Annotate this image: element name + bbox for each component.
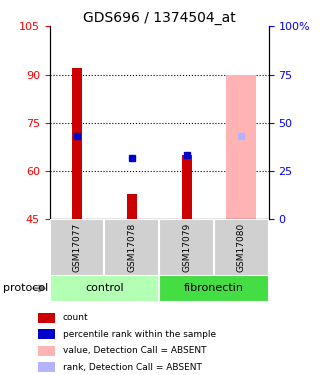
Text: rank, Detection Call = ABSENT: rank, Detection Call = ABSENT bbox=[63, 363, 202, 372]
Text: GSM17077: GSM17077 bbox=[73, 223, 82, 272]
Bar bbox=[226, 75, 256, 219]
Text: fibronectin: fibronectin bbox=[184, 284, 244, 293]
Text: GSM17080: GSM17080 bbox=[237, 223, 246, 272]
Text: value, Detection Call = ABSENT: value, Detection Call = ABSENT bbox=[63, 346, 206, 355]
Bar bbox=[72, 68, 82, 219]
Bar bbox=[38, 346, 54, 356]
Text: protocol: protocol bbox=[3, 284, 48, 293]
Text: count: count bbox=[63, 314, 89, 322]
Text: control: control bbox=[85, 284, 124, 293]
Bar bbox=[159, 275, 269, 302]
Bar bbox=[50, 219, 104, 276]
Bar bbox=[38, 313, 54, 323]
Bar bbox=[104, 219, 159, 276]
Text: GSM17079: GSM17079 bbox=[182, 223, 191, 272]
Bar bbox=[50, 275, 159, 302]
Text: GSM17078: GSM17078 bbox=[127, 223, 136, 272]
Bar bbox=[127, 194, 137, 219]
Bar bbox=[182, 155, 192, 219]
Text: percentile rank within the sample: percentile rank within the sample bbox=[63, 330, 216, 339]
Title: GDS696 / 1374504_at: GDS696 / 1374504_at bbox=[83, 11, 236, 25]
Bar bbox=[214, 219, 269, 276]
Bar bbox=[38, 362, 54, 372]
Bar bbox=[38, 329, 54, 339]
Bar bbox=[159, 219, 214, 276]
